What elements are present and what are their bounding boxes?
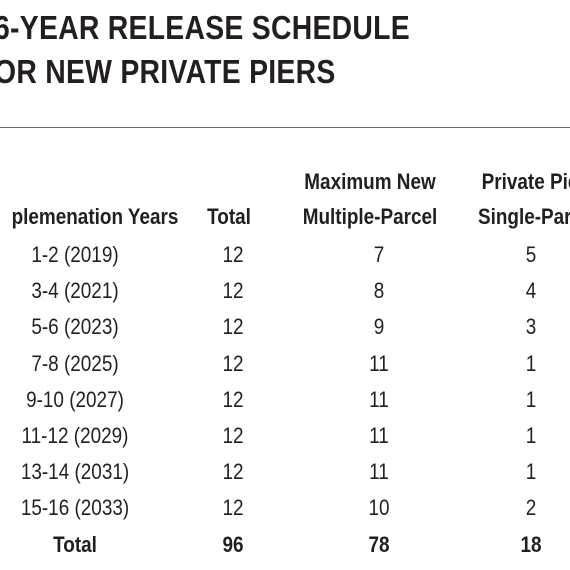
cell-total: 12	[222, 278, 244, 303]
cell-total: 12	[222, 351, 244, 376]
title-line-1: 6-YEAR RELEASE SCHEDULE	[0, 9, 410, 46]
cell-single-parcel: 5	[525, 242, 537, 267]
cell-single-parcel: 2	[525, 495, 537, 520]
cell-years: 9-10 (2027)	[26, 387, 124, 412]
cell-years: 13-14 (2031)	[20, 459, 130, 484]
cell-multi-parcel: 8	[373, 278, 385, 303]
cell-multi-parcel: 10	[368, 495, 390, 520]
title-divider	[0, 127, 570, 128]
header-single-parcel-line-2: Single-Parc	[477, 204, 570, 229]
header-years: plemenation Years	[11, 204, 179, 229]
cell-years: 3-4 (2021)	[31, 278, 119, 303]
cell-multi-parcel: 7	[373, 242, 385, 267]
cell-multi-parcel: 11	[369, 423, 389, 448]
cell-total: 12	[222, 423, 244, 448]
cell-single-parcel: 3	[525, 314, 537, 339]
totals-multi-parcel: 78	[368, 532, 390, 557]
header-total: Total	[207, 204, 251, 229]
totals-total: 96	[222, 532, 244, 557]
cell-total: 12	[222, 242, 244, 267]
header-single-parcel-line-1: Private Pie	[481, 169, 570, 194]
cell-years: 1-2 (2019)	[31, 242, 119, 267]
cell-total: 12	[222, 387, 244, 412]
cell-multi-parcel: 11	[369, 351, 389, 376]
cell-single-parcel: 4	[525, 278, 537, 303]
cell-years: 15-16 (2033)	[20, 495, 130, 520]
cell-years: 11-12 (2029)	[21, 423, 129, 448]
cell-single-parcel: 1	[525, 351, 537, 376]
header-multi-parcel-line-1: Maximum New	[304, 169, 436, 194]
cell-total: 12	[222, 495, 244, 520]
page-title: 6-YEAR RELEASE SCHEDULE OR NEW PRIVATE P…	[0, 6, 410, 94]
cell-single-parcel: 1	[525, 459, 537, 484]
cell-multi-parcel: 9	[373, 314, 385, 339]
cell-multi-parcel: 11	[369, 387, 389, 412]
totals-single-parcel: 18	[520, 532, 542, 557]
title-line-2: OR NEW PRIVATE PIERS	[0, 53, 336, 90]
cell-total: 12	[222, 314, 244, 339]
totals-label: Total	[53, 532, 97, 557]
cell-single-parcel: 1	[525, 423, 537, 448]
cell-years: 5-6 (2023)	[31, 314, 119, 339]
header-multi-parcel-line-2: Multiple-Parcel	[302, 204, 438, 229]
cell-multi-parcel: 11	[369, 459, 389, 484]
cell-single-parcel: 1	[525, 387, 537, 412]
cell-years: 7-8 (2025)	[31, 351, 119, 376]
cell-total: 12	[222, 459, 244, 484]
